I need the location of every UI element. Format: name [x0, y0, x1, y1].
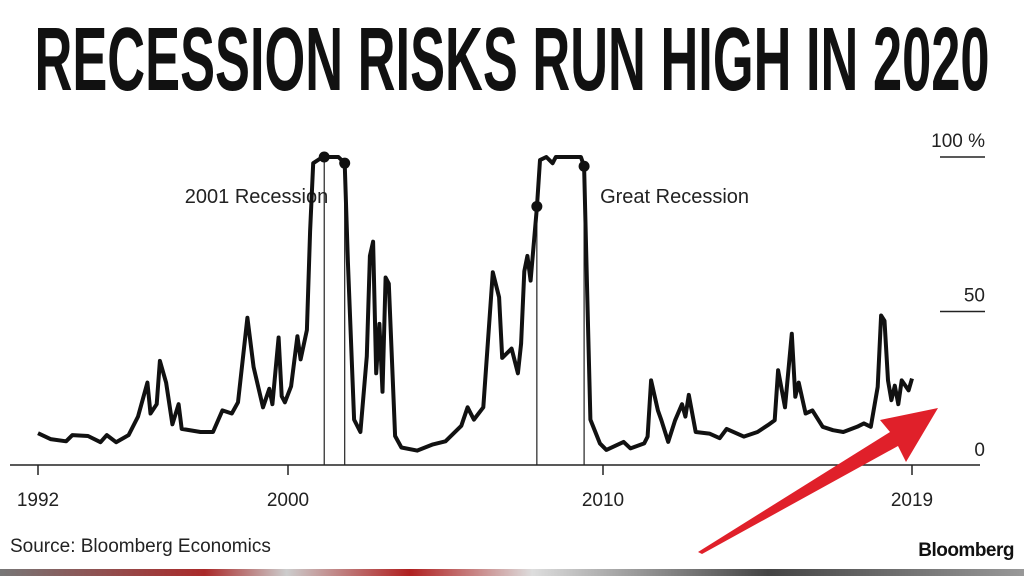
recession-markers: 2001 Recession Great Recession — [185, 151, 749, 465]
red-arrow-icon — [698, 408, 938, 554]
recession-label: 2001 Recession — [185, 186, 328, 208]
x-axis: 1992 2000 2010 2019 — [17, 465, 933, 511]
recession-label: Great Recession — [600, 186, 749, 208]
x-tick-label: 1992 — [17, 490, 59, 511]
source-note: Source: Bloomberg Economics — [10, 536, 271, 557]
bottom-strip — [0, 569, 1024, 576]
y-tick-label: 0 — [974, 440, 985, 461]
x-tick-label: 2019 — [891, 490, 933, 511]
y-tick-label: 50 — [964, 286, 985, 307]
y-axis: 100 % 50 0 — [931, 131, 985, 461]
page-title: RECESSION RISKS RUN HIGH IN 2020 — [35, 10, 990, 110]
y-tick-label: 100 % — [931, 131, 985, 152]
x-tick-label: 2010 — [582, 490, 624, 511]
bloomberg-logo: Bloomberg — [918, 540, 1014, 561]
series-line — [37, 155, 914, 453]
x-tick-label: 2000 — [267, 490, 309, 511]
